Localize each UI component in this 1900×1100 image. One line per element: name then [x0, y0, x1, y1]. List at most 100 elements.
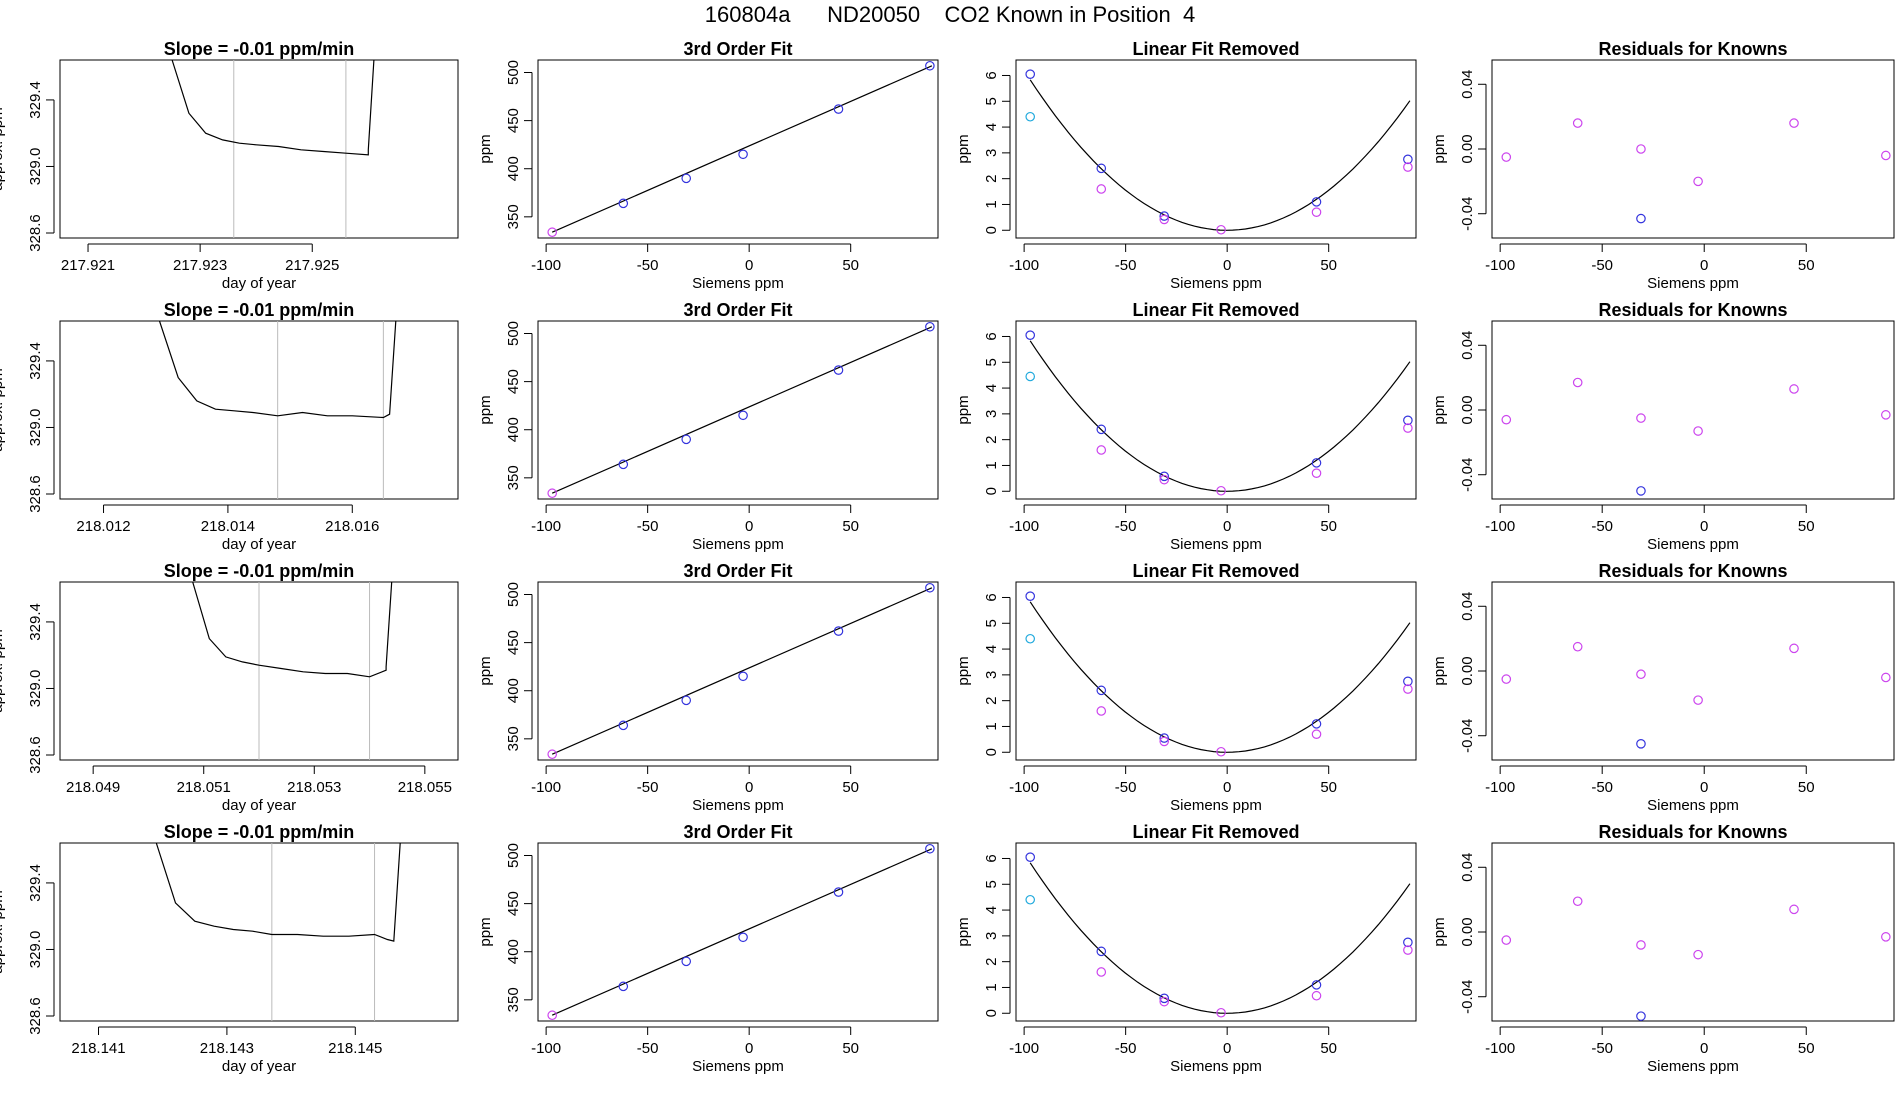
plot-frame: [1491, 59, 1895, 239]
panel-title: Slope = -0.01 ppm/min: [164, 300, 355, 320]
y-tick-label: 329.0: [27, 148, 44, 186]
x-tick-label: 0: [1223, 1040, 1231, 1057]
data-point: [1096, 685, 1107, 696]
y-tick-label: 0.04: [1459, 853, 1476, 882]
x-tick-label: 218.014: [201, 518, 255, 535]
x-tick-label: 0: [1700, 1040, 1708, 1057]
data-point: [1881, 410, 1891, 420]
x-tick-label: 50: [1798, 1040, 1815, 1057]
data-point: [1216, 746, 1226, 757]
y-tick-label: 0.00: [1459, 656, 1476, 685]
series-line: [551, 587, 933, 755]
x-tick-label: -50: [637, 779, 659, 796]
x-tick-label: 217.923: [173, 257, 227, 274]
data-point: [1025, 69, 1036, 79]
panel-1-1: 3rd Order Fit -100 -50 0 50 Siemens ppm 350 400…: [477, 300, 939, 553]
series-line: [171, 60, 375, 156]
y-tick-label: 6: [983, 332, 1000, 340]
x-tick-label: 218.055: [398, 779, 452, 796]
panel-title: Linear Fit Removed: [1132, 822, 1299, 842]
x-axis-label: Siemens ppm: [692, 275, 784, 292]
data-point: [1789, 643, 1799, 654]
x-axis-label: day of year: [222, 797, 296, 814]
y-tick-label: 500: [505, 60, 522, 85]
data-point: [1403, 945, 1413, 955]
data-point: [1403, 154, 1413, 165]
x-axis-label: Siemens ppm: [1647, 536, 1739, 553]
data-point: [1693, 695, 1703, 705]
data-point: [1636, 669, 1646, 680]
y-tick-label: 3: [983, 410, 1000, 418]
panel-2-0: Slope = -0.01 ppm/min 218.049 218.051 218.0…: [0, 561, 459, 814]
data-point: [1311, 990, 1322, 1001]
plot-area: [1025, 330, 1413, 496]
plot-frame: [1015, 59, 1417, 239]
y-tick-label: 0.00: [1459, 917, 1476, 946]
data-point: [1693, 176, 1703, 187]
y-tick-label: 0: [983, 226, 1000, 234]
plot-area: [1501, 118, 1891, 224]
data-point: [1881, 150, 1891, 161]
data-point: [1693, 949, 1703, 960]
plot-area: [158, 321, 397, 499]
panel-title: Residuals for Knowns: [1598, 561, 1787, 581]
y-tick-label: 450: [505, 369, 522, 394]
x-tick-label: 218.016: [325, 518, 379, 535]
y-axis-label: ppm: [955, 134, 972, 163]
y-tick-label: 400: [505, 678, 522, 703]
x-tick-label: 50: [842, 1040, 859, 1057]
data-point: [738, 671, 748, 682]
y-tick-label: 1: [983, 983, 1000, 991]
x-tick-label: 218.143: [200, 1040, 254, 1057]
data-point: [1789, 384, 1799, 394]
data-point: [1025, 894, 1036, 905]
data-point: [1159, 993, 1170, 1004]
data-point: [1159, 471, 1170, 482]
data-point: [618, 198, 629, 209]
y-tick-label: 4: [983, 384, 1000, 392]
y-tick-label: 1: [983, 722, 1000, 730]
data-point: [1159, 214, 1170, 225]
y-tick-label: 2: [983, 957, 1000, 965]
data-point: [1311, 468, 1322, 479]
data-point: [1572, 118, 1583, 128]
panel-0-3: Residuals for Knowns -100 -50 0 50 Siemens pp…: [1431, 39, 1895, 292]
panel-title: Linear Fit Removed: [1132, 561, 1299, 581]
data-point: [1159, 211, 1170, 221]
x-tick-label: 217.925: [285, 257, 339, 274]
y-tick-label: 3: [983, 671, 1000, 679]
y-axis-label: ppm: [955, 656, 972, 685]
plot-area: [547, 843, 935, 1021]
fit-curve: [1029, 862, 1411, 1014]
y-axis-label: ppm: [477, 917, 494, 946]
x-tick-label: 0: [745, 257, 753, 274]
x-tick-label: 50: [842, 779, 859, 796]
y-tick-label: 400: [505, 417, 522, 442]
panel-title: 3rd Order Fit: [683, 39, 792, 59]
plot-area: [547, 321, 935, 499]
x-axis-label: Siemens ppm: [1170, 797, 1262, 814]
data-point: [833, 626, 844, 636]
x-tick-label: 50: [1320, 518, 1337, 535]
plot-frame: [537, 320, 939, 500]
x-tick-label: -100: [1009, 257, 1039, 274]
x-axis-label: Siemens ppm: [1647, 275, 1739, 292]
fit-curve: [1029, 601, 1411, 753]
y-axis-label: ppm: [955, 917, 972, 946]
data-point: [1881, 932, 1891, 942]
y-tick-label: 0.04: [1459, 331, 1476, 360]
y-tick-label: 329.0: [27, 931, 44, 969]
x-tick-label: 0: [745, 518, 753, 535]
plot-area: [155, 843, 401, 1021]
plot-frame: [1491, 320, 1895, 500]
y-axis-label: ppm: [955, 395, 972, 424]
data-point: [1693, 426, 1703, 436]
panel-3-3: Residuals for Knowns -100 -50 0 50 Siemens pp…: [1431, 822, 1895, 1075]
x-tick-label: -50: [1591, 257, 1613, 274]
y-tick-label: 5: [983, 358, 1000, 366]
y-tick-label: 0: [983, 1009, 1000, 1017]
data-point: [925, 60, 935, 71]
data-point: [1216, 485, 1226, 496]
